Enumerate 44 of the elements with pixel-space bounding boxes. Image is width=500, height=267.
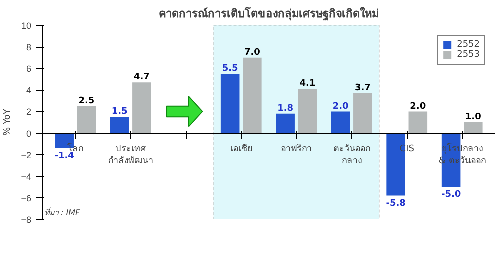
y-tick-label: −8: [21, 215, 32, 225]
y-tick-label: −6: [21, 193, 32, 204]
x-tick-label: ตะวันออก กลาง: [333, 144, 370, 166]
bar: [110, 117, 130, 134]
legend-label: 2553: [457, 50, 480, 60]
data-label: -1.4: [54, 151, 74, 162]
y-axis-title: % YoY: [3, 108, 14, 136]
x-tick-label: เอเชีย: [230, 143, 252, 154]
y-tick-label: 4: [26, 86, 32, 96]
data-label: 1.8: [278, 104, 294, 114]
bar: [276, 114, 295, 134]
data-label: 1.5: [112, 107, 128, 118]
annotation: ที่มา : IMF: [44, 206, 81, 218]
bar: [354, 93, 372, 134]
legend-label: 2552: [457, 40, 480, 50]
data-label: 2.0: [410, 102, 426, 112]
data-label: 4.1: [300, 79, 316, 90]
bar: [220, 74, 240, 134]
y-tick-label: −2: [21, 150, 32, 160]
data-label: 1.0: [465, 112, 482, 123]
y-tick-label: 8: [26, 42, 32, 53]
data-label: -5.0: [441, 190, 462, 200]
chart-title: คาดการณ์การเติบโตของกลุ่มเศรษฐกิจเกิดใหม่: [159, 6, 379, 22]
x-tick-label: อาฟริกา: [281, 143, 312, 154]
bar: [298, 89, 318, 134]
data-label: 5.5: [222, 64, 238, 74]
y-tick-label: 10: [21, 21, 32, 31]
bar: [77, 106, 96, 134]
data-label: 4.7: [134, 72, 150, 83]
y-tick-label: 2: [26, 107, 32, 118]
data-label: 3.7: [354, 83, 371, 94]
data-label: -5.8: [386, 198, 406, 209]
bar: [408, 112, 428, 134]
y-tick-label: −4: [21, 172, 32, 182]
bar: [331, 112, 350, 134]
data-label: 2.0: [332, 102, 349, 112]
bar: [464, 122, 483, 134]
data-label: 7.0: [244, 48, 260, 58]
y-tick-label: 6: [26, 64, 32, 74]
bar: [243, 58, 262, 134]
y-tick-label: 0: [26, 128, 32, 139]
data-label: 2.5: [78, 96, 95, 106]
bar: [132, 82, 152, 134]
x-tick-label: ประเทศ กำลังพัฒนา: [108, 144, 154, 166]
